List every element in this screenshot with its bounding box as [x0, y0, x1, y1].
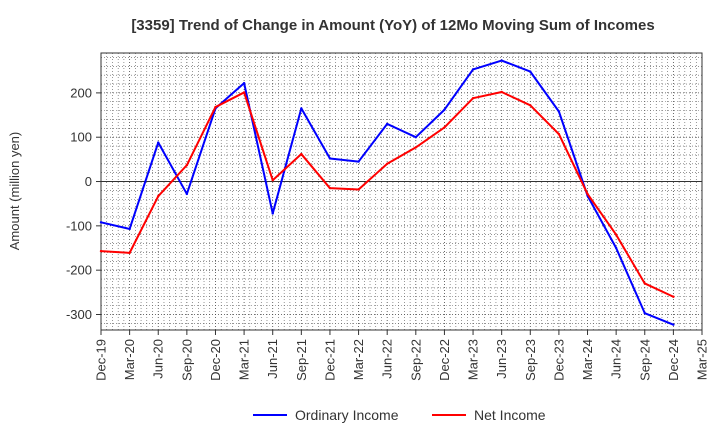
data-point-ordinary-income — [99, 221, 103, 224]
plot-border — [100, 52, 703, 331]
data-point-net-income — [672, 295, 675, 298]
x-tick-label: Dec-20 — [208, 339, 223, 381]
data-point-net-income — [586, 192, 589, 196]
x-tick-label: Mar-22 — [351, 339, 366, 380]
data-point-net-income — [385, 162, 389, 165]
data-point-net-income — [99, 249, 103, 253]
x-tick-label: Jun-21 — [265, 339, 280, 379]
plot-area — [101, 53, 702, 330]
x-tick-label: Dec-24 — [666, 339, 681, 381]
x-tick-label: Sep-22 — [408, 339, 423, 381]
data-point-ordinary-income — [471, 68, 475, 71]
x-tick-label: Mar-23 — [466, 339, 481, 380]
legend-label-net-income: Net Income — [474, 407, 546, 423]
data-point-ordinary-income — [128, 227, 131, 231]
legend-label-ordinary-income: Ordinary Income — [295, 407, 399, 423]
y-tick-label: 100 — [70, 130, 92, 145]
data-point-net-income — [242, 91, 246, 94]
x-tick-label: Sep-20 — [179, 339, 194, 381]
data-point-ordinary-income — [300, 107, 303, 110]
x-tick-label: Dec-22 — [437, 339, 452, 381]
x-tick-label: Dec-23 — [551, 339, 566, 381]
data-point-ordinary-income — [414, 136, 418, 139]
data-point-ordinary-income — [271, 212, 274, 215]
x-tick-label: Jun-24 — [609, 339, 624, 379]
x-tick-label: Jun-22 — [380, 339, 395, 379]
data-point-net-income — [529, 104, 532, 107]
x-tick-label: Sep-21 — [294, 339, 309, 381]
data-point-ordinary-income — [242, 81, 246, 85]
data-point-net-income — [614, 233, 618, 236]
data-point-ordinary-income — [328, 157, 332, 160]
x-tick-label: Sep-24 — [637, 339, 652, 381]
data-point-ordinary-income — [557, 110, 561, 113]
data-point-net-income — [300, 152, 303, 156]
data-point-net-income — [500, 90, 503, 94]
legend: Ordinary Income Net Income — [253, 407, 546, 423]
x-tick-label: Sep-23 — [523, 339, 538, 381]
x-tick-label: Dec-19 — [94, 339, 109, 381]
data-point-ordinary-income — [357, 160, 360, 163]
data-point-net-income — [185, 163, 189, 167]
data-point-ordinary-income — [385, 122, 389, 126]
data-point-net-income — [157, 194, 160, 198]
x-tick-label: Mar-25 — [695, 339, 710, 380]
x-tick-label: Mar-20 — [122, 339, 137, 380]
data-point-net-income — [443, 126, 446, 129]
chart-title: [3359] Trend of Change in Amount (YoY) o… — [131, 17, 654, 34]
y-axis-label: Amount (million yen) — [7, 132, 22, 251]
x-tick-label: Jun-23 — [494, 339, 509, 379]
data-point-ordinary-income — [443, 108, 446, 111]
x-tick-label: Dec-21 — [322, 339, 337, 381]
data-point-ordinary-income — [500, 59, 503, 62]
y-tick-label: 0 — [85, 174, 92, 189]
data-point-ordinary-income — [157, 141, 160, 144]
data-point-net-income — [414, 146, 418, 149]
data-point-net-income — [328, 186, 332, 190]
data-point-net-income — [271, 178, 274, 182]
y-tick-label: 200 — [70, 85, 92, 100]
data-point-ordinary-income — [185, 192, 189, 196]
y-tick-label: -200 — [66, 263, 92, 278]
data-point-net-income — [128, 251, 131, 255]
data-point-net-income — [557, 132, 561, 136]
data-point-ordinary-income — [529, 70, 532, 73]
data-point-ordinary-income — [614, 246, 618, 250]
data-point-net-income — [643, 282, 646, 285]
data-point-net-income — [214, 105, 217, 109]
data-point-ordinary-income — [672, 323, 675, 326]
data-point-net-income — [357, 188, 360, 191]
x-tick-label: Mar-24 — [580, 339, 595, 380]
data-point-net-income — [471, 97, 475, 100]
x-tick-label: Mar-21 — [237, 339, 252, 380]
data-point-ordinary-income — [643, 311, 646, 315]
y-tick-label: -100 — [66, 218, 92, 233]
x-tick-label: Jun-20 — [151, 339, 166, 379]
y-tick-label: -300 — [66, 307, 92, 322]
